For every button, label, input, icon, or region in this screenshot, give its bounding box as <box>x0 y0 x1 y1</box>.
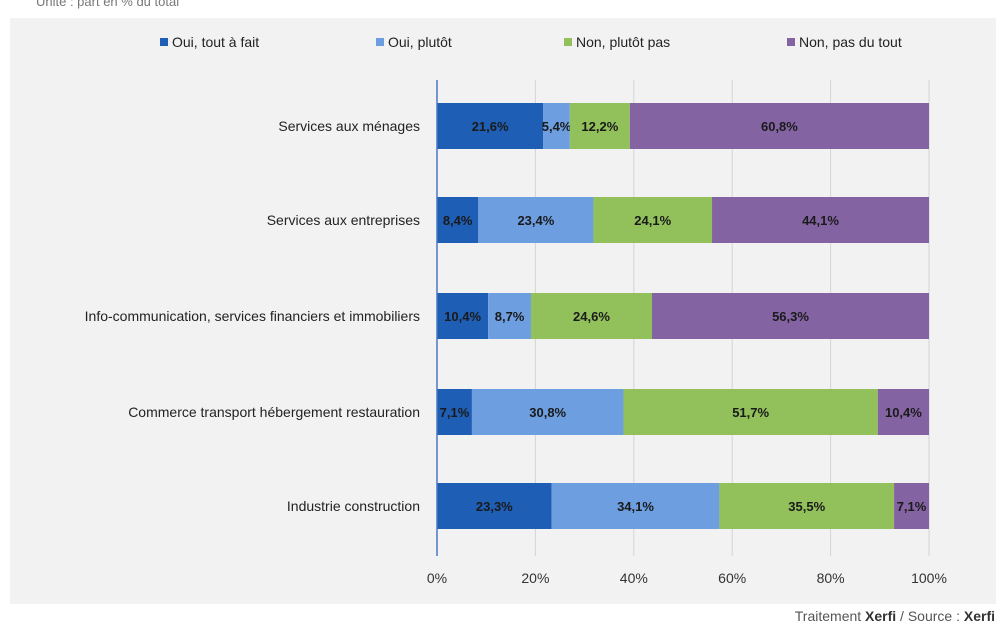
legend-label: Oui, tout à fait <box>172 34 260 50</box>
data-label: 21,6% <box>472 119 509 134</box>
source-brand-2: Xerfi <box>963 608 995 624</box>
data-label: 10,4% <box>885 405 922 420</box>
data-label: 7,1% <box>897 499 927 514</box>
data-label: 51,7% <box>732 405 769 420</box>
bar-segment <box>437 389 472 435</box>
data-label: 23,4% <box>517 213 554 228</box>
x-tick-label: 40% <box>620 570 648 586</box>
category-label: Info-communication, services financiers … <box>85 308 420 324</box>
x-tick-label: 60% <box>718 570 746 586</box>
data-label: 34,1% <box>617 499 654 514</box>
bar-segment <box>551 483 720 529</box>
bar-segment <box>623 389 878 435</box>
bar-segment <box>894 483 929 529</box>
data-label: 12,2% <box>581 119 618 134</box>
legend-item-non-pas-du-tout: Non, pas du tout <box>787 34 902 50</box>
data-label: 30,8% <box>529 405 566 420</box>
bar-segment <box>437 483 552 529</box>
category-label: Commerce transport hébergement restaurat… <box>128 404 420 420</box>
category-label: Services aux ménages <box>278 118 420 134</box>
bar-segment <box>652 293 929 339</box>
bar-segment <box>437 103 544 149</box>
data-label: 24,1% <box>634 213 671 228</box>
data-label: 24,6% <box>573 309 610 324</box>
legend-label: Non, plutôt pas <box>576 34 671 50</box>
x-tick-label: 20% <box>521 570 549 586</box>
legend-item-oui-tout-a-fait: Oui, tout à fait <box>160 34 259 50</box>
x-tick-label: 100% <box>911 570 947 586</box>
x-tick-label: 0% <box>427 570 447 586</box>
data-label: 23,3% <box>476 499 513 514</box>
unit-text: Unité : part en % du total <box>36 0 180 9</box>
bar-segment <box>719 483 895 529</box>
legend-item-non-plutot-pas: Non, plutôt pas <box>564 34 670 50</box>
bar-segment <box>543 103 570 149</box>
bar-segment <box>877 389 929 435</box>
category-label: Services aux entreprises <box>267 212 420 228</box>
bar-segment <box>471 389 624 435</box>
bar-segment <box>569 103 630 149</box>
bar-segment <box>712 197 929 243</box>
data-label: 10,4% <box>444 309 481 324</box>
bar-segment <box>530 293 653 339</box>
source-line: Traitement Xerfi / Source : Xerfi <box>795 608 995 624</box>
data-label: 8,7% <box>495 309 525 324</box>
x-tick-label: 80% <box>817 570 845 586</box>
legend-label: Oui, plutôt <box>388 34 452 50</box>
legend-swatch <box>564 38 572 46</box>
data-label: 8,4% <box>443 213 473 228</box>
bar-segment <box>437 197 479 243</box>
legend-swatch <box>160 38 168 46</box>
source-middle: / Source : <box>896 608 964 624</box>
bar-segment <box>478 197 594 243</box>
legend-item-oui-plutot: Oui, plutôt <box>376 34 452 50</box>
bar-segment <box>488 293 531 339</box>
data-label: 35,5% <box>788 499 825 514</box>
data-label: 60,8% <box>761 119 798 134</box>
data-label: 5,4% <box>542 119 572 134</box>
legend: Oui, tout à fait Oui, plutôt Non, plutôt… <box>10 18 996 68</box>
data-label: 56,3% <box>772 309 809 324</box>
legend-swatch <box>787 38 795 46</box>
source-brand-1: Xerfi <box>865 608 897 624</box>
legend-swatch <box>376 38 384 46</box>
legend-label: Non, pas du tout <box>799 34 902 50</box>
data-label: 44,1% <box>802 213 839 228</box>
data-label: 7,1% <box>440 405 470 420</box>
bar-segment <box>437 293 489 339</box>
source-prefix: Traitement <box>794 608 866 624</box>
category-label: Industrie construction <box>287 498 420 514</box>
bar-segment <box>629 103 929 149</box>
bar-segment <box>593 197 713 243</box>
